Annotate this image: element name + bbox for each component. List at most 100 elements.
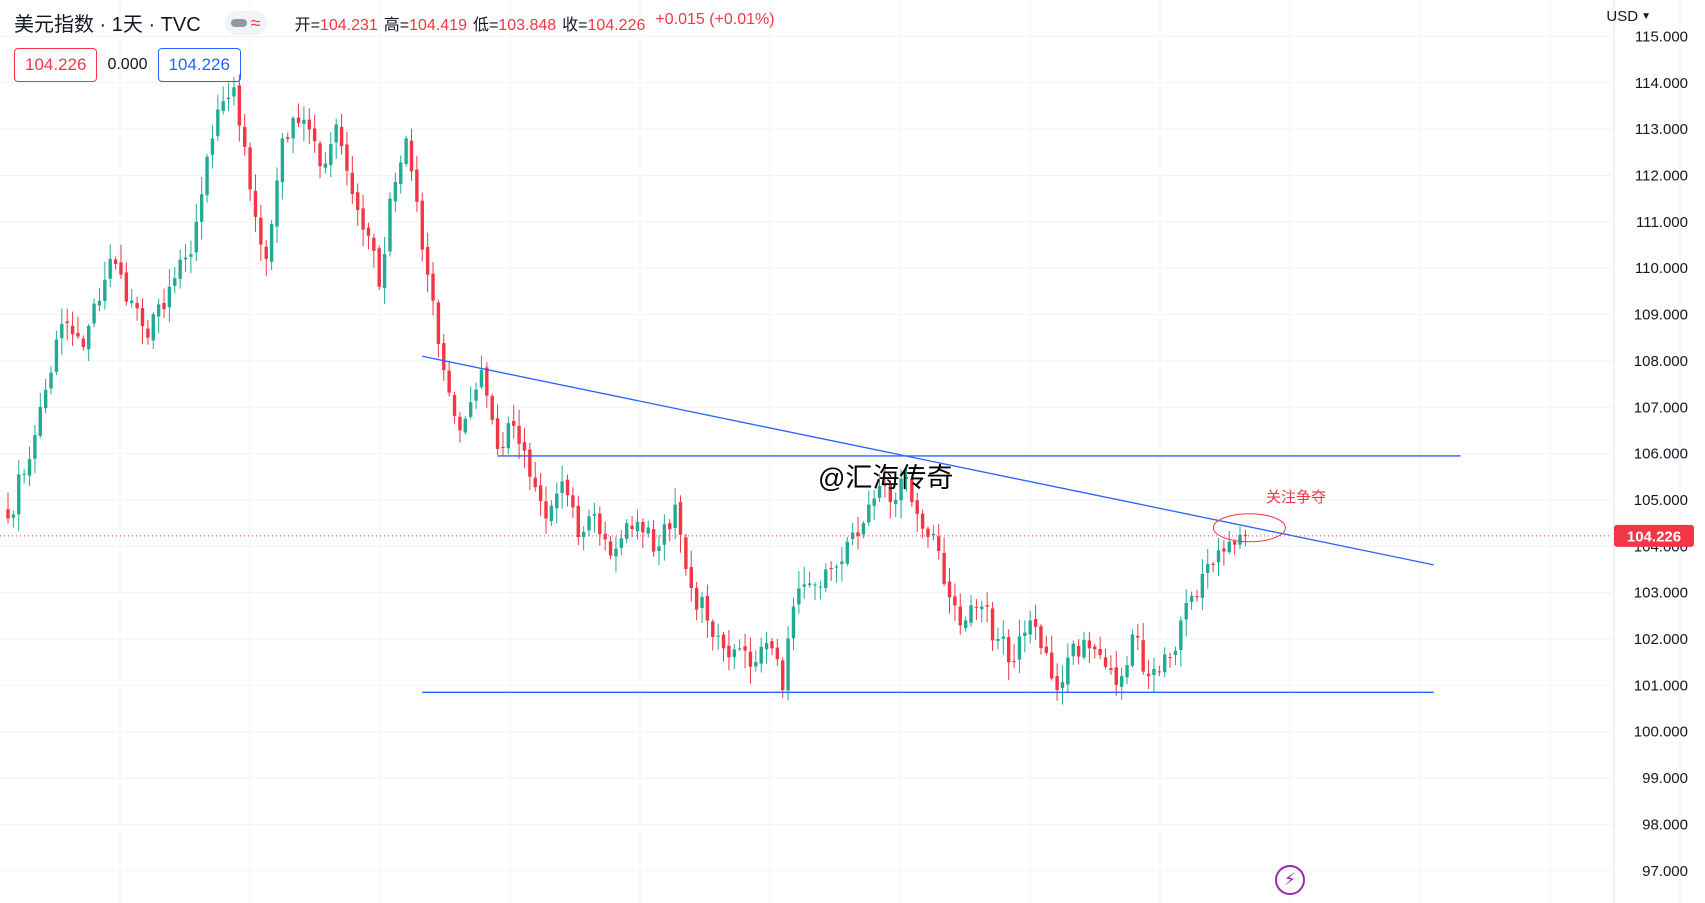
candle-body — [372, 237, 376, 251]
lightning-icon[interactable]: ⚡ — [1275, 865, 1305, 895]
currency-selector[interactable]: USD ▼ — [1606, 8, 1651, 25]
candle-body — [415, 169, 419, 202]
sell-price-button[interactable]: 104.226 — [14, 48, 98, 82]
candle-body — [1033, 618, 1038, 627]
candle-body — [1189, 595, 1194, 602]
candle-body — [958, 606, 962, 626]
candle-body — [420, 200, 424, 250]
candle-body — [350, 172, 355, 195]
candle-body — [1028, 620, 1032, 635]
candle-body — [1023, 632, 1027, 636]
candle-body — [269, 223, 274, 262]
candle-body — [463, 418, 467, 433]
candle-body — [275, 180, 279, 227]
open-label: 开= — [294, 16, 320, 34]
chevron-down-icon: ▼ — [1641, 11, 1651, 22]
candle-body — [119, 262, 123, 275]
annotation-ellipse[interactable] — [1212, 513, 1286, 543]
candle-body — [883, 483, 887, 486]
candle-body — [479, 370, 484, 388]
y-tick-label: 111.000 — [1636, 214, 1688, 231]
candle-body — [27, 459, 32, 476]
candle-body — [614, 548, 618, 557]
candle-body — [969, 605, 973, 623]
candle-body — [980, 606, 984, 610]
candle-body — [65, 321, 69, 324]
trendline[interactable] — [422, 355, 1434, 566]
candle-body — [990, 608, 995, 641]
candle-body — [388, 198, 392, 252]
legend-toggle-pill[interactable]: ≈ — [224, 10, 267, 35]
candle-body — [1071, 643, 1075, 657]
buy-price-button[interactable]: 104.226 — [157, 48, 241, 82]
candle-body — [888, 484, 893, 502]
candle-body — [603, 533, 607, 540]
candle-body — [705, 595, 710, 621]
candle-body — [173, 278, 177, 286]
candle-body — [818, 586, 823, 588]
candle-body — [506, 423, 511, 449]
candle-body — [764, 643, 769, 650]
candle-body — [619, 538, 624, 548]
candle-body — [124, 272, 129, 302]
candle-body — [845, 541, 849, 564]
y-tick-label: 107.000 — [1634, 399, 1688, 416]
candle-body — [861, 523, 866, 535]
candle-body — [517, 425, 521, 444]
y-tick-label: 115.000 — [1635, 28, 1688, 45]
candle-body — [382, 254, 387, 289]
candle-body — [1103, 657, 1108, 667]
candle-body — [1238, 534, 1242, 545]
candle-body — [108, 258, 112, 279]
symbol-title[interactable]: 美元指数 · 1天 · TVC — [14, 14, 201, 36]
candle-body — [458, 416, 462, 431]
candle-body — [92, 303, 96, 324]
high-value: 104.419 — [409, 16, 467, 34]
candle-body — [135, 302, 139, 309]
candle-body — [727, 645, 731, 658]
candle-body — [915, 500, 919, 514]
candle-body — [1232, 541, 1237, 545]
candle-body — [296, 117, 301, 124]
candle-body — [1157, 671, 1162, 673]
y-tick-label: 114.000 — [1635, 75, 1688, 92]
close-value: 104.226 — [587, 16, 646, 34]
candle-body — [183, 257, 188, 260]
trade-row: 104.226 0.000 104.226 — [14, 48, 241, 82]
candle-body — [587, 516, 591, 531]
candle-body — [146, 328, 150, 338]
candle-body — [1001, 636, 1005, 639]
candle-body — [442, 343, 446, 371]
candle-body — [253, 190, 258, 217]
candle-body — [985, 605, 989, 607]
candle-body — [323, 163, 328, 168]
candle-body — [786, 638, 790, 691]
candle-body — [312, 128, 317, 142]
candle-body — [662, 524, 667, 545]
candlestick-series — [6, 74, 1248, 705]
candle-body — [754, 662, 758, 667]
wave-icon[interactable]: ≈ — [250, 12, 261, 33]
candle-body — [243, 126, 247, 147]
candle-body — [533, 477, 537, 488]
candle-body — [189, 254, 193, 257]
candle-body — [140, 308, 145, 327]
candle-body — [700, 596, 704, 609]
candle-body — [1109, 668, 1113, 670]
candle-body — [1179, 620, 1183, 651]
candle-body — [237, 85, 242, 126]
candle-body — [1211, 563, 1215, 565]
price-axis[interactable]: 97.000 98.000 99.000 100.000 101.000 102.000 1… — [1613, 0, 1694, 903]
candle-body — [87, 325, 91, 350]
candle-body — [829, 568, 833, 570]
candle-body — [286, 137, 290, 140]
y-tick-label: 108.000 — [1634, 353, 1688, 370]
candle-body — [528, 449, 532, 477]
candle-body — [538, 485, 543, 502]
candle-body — [1184, 602, 1188, 620]
candle-body — [592, 513, 597, 516]
eye-icon[interactable] — [230, 18, 247, 27]
candle-body — [904, 476, 909, 479]
y-tick-label: 97.000 — [1642, 863, 1688, 880]
